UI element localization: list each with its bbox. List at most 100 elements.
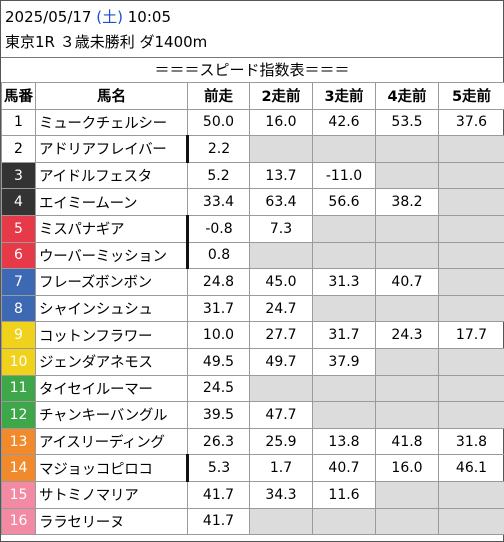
horse-name: ミスパナギア (35, 214, 188, 243)
speed-index-cell (375, 480, 439, 509)
speed-index-cell: 63.4 (249, 188, 313, 216)
speed-index-cell: 13.8 (312, 427, 376, 456)
table-row: 4 エイミームーン 33.4 63.4 56.6 38.2 (1, 188, 504, 216)
horse-number: 15 (1, 480, 36, 509)
speed-index-cell (438, 480, 504, 509)
speed-index-cell (438, 294, 504, 323)
table-row: 10 ジェンダアネモス 49.5 49.7 37.9 (1, 347, 504, 376)
speed-index-cell: 24.8 (187, 268, 250, 296)
speed-index-cell (312, 214, 376, 243)
speed-index-cell: 17.7 (438, 321, 504, 349)
horse-name: アドリアフレイバー (35, 135, 188, 163)
speed-index-cell: 40.7 (312, 454, 376, 482)
speed-index-cell (375, 294, 439, 323)
table-row: 14 マジョッコピロコ 5.3 1.7 40.7 16.0 46.1 (1, 454, 504, 482)
horse-number: 9 (1, 321, 36, 349)
speed-index-cell: 24.5 (187, 374, 250, 403)
speed-index-cell (312, 135, 376, 163)
speed-index-cell: 13.7 (249, 161, 313, 190)
speed-index-cell: 31.3 (312, 268, 376, 296)
speed-index-cell: 16.0 (375, 454, 439, 482)
table-row: 16 ララセリーヌ 41.7 (1, 507, 504, 536)
table-row: 12 チャンキーバングル 39.5 47.7 (1, 401, 504, 429)
speed-index-cell: 40.7 (375, 268, 439, 296)
table-row: 5 ミスパナギア -0.8 7.3 (1, 214, 504, 243)
horse-name: シャインシュシュ (35, 294, 188, 323)
table-row: 9 コットンフラワー 10.0 27.7 31.7 24.3 17.7 (1, 321, 504, 349)
speed-index-cell: 37.9 (312, 347, 376, 376)
speed-index-cell (438, 401, 504, 429)
speed-index-cell: 31.8 (438, 427, 504, 456)
horse-number: 2 (1, 135, 36, 163)
speed-index-cell: 0.8 (186, 241, 250, 270)
horse-number: 13 (1, 427, 36, 456)
column-header: 馬名 (35, 82, 188, 110)
speed-index-cell: 41.7 (187, 507, 250, 536)
horse-name: ララセリーヌ (35, 507, 188, 536)
speed-index-cell (375, 347, 439, 376)
speed-index-cell: 50.0 (187, 108, 250, 137)
speed-index-cell (249, 507, 313, 536)
column-header: 5走前 (438, 82, 504, 110)
speed-index-cell (438, 188, 504, 216)
horse-name: ジェンダアネモス (35, 347, 188, 376)
table-row: 2 アドリアフレイバー 2.2 (1, 135, 504, 163)
table-row: 7 フレーズボンボン 24.8 45.0 31.3 40.7 (1, 268, 504, 296)
horse-number: 7 (1, 268, 36, 296)
speed-index-cell: 7.3 (249, 214, 313, 243)
speed-index-cell (375, 374, 439, 403)
speed-index-cell: 5.3 (186, 454, 250, 482)
horse-number: 10 (1, 347, 36, 376)
column-header: 馬番 (1, 82, 36, 110)
speed-index-cell: 24.7 (249, 294, 313, 323)
speed-index-cell (375, 401, 439, 429)
table-row: 3 アイドルフェスタ 5.2 13.7 -11.0 (1, 161, 504, 190)
speed-index-cell: 31.7 (312, 321, 376, 349)
speed-index-cell (249, 374, 313, 403)
table-row: 1 ミュークチェルシー 50.0 16.0 42.6 53.5 37.6 (1, 108, 504, 137)
horse-number: 12 (1, 401, 36, 429)
speed-index-cell: 56.6 (312, 188, 376, 216)
horse-name: マジョッコピロコ (35, 454, 188, 482)
speed-index-cell (438, 161, 504, 190)
speed-index-cell (312, 241, 376, 270)
speed-index-cell: 49.5 (187, 347, 250, 376)
race-info: 東京1R ３歳未勝利 ダ1400m (5, 33, 208, 51)
table-row: 8 シャインシュシュ 31.7 24.7 (1, 294, 504, 323)
speed-index-cell: 39.5 (187, 401, 250, 429)
horse-number: 11 (1, 374, 36, 403)
column-header: 前走 (187, 82, 250, 110)
horse-number: 4 (1, 188, 36, 216)
column-header: 4走前 (375, 82, 439, 110)
speed-index-cell (438, 347, 504, 376)
horse-name: エイミームーン (35, 188, 188, 216)
table-banner: ＝＝＝スピード指数表＝＝＝ (1, 57, 503, 83)
table-row: 6 ウーバーミッション 0.8 (1, 241, 504, 270)
speed-index-cell: 42.6 (312, 108, 376, 137)
race-date: 2025/05/17 (5, 8, 92, 26)
speed-index-cell: 47.7 (249, 401, 313, 429)
speed-index-cell: 31.7 (187, 294, 250, 323)
speed-index-cell: 49.7 (249, 347, 313, 376)
speed-index-cell: 34.3 (249, 480, 313, 509)
speed-index-cell: 11.6 (312, 480, 376, 509)
table-row: 15 サトミノマリア 41.7 34.3 11.6 (1, 480, 504, 509)
speed-index-cell (312, 401, 376, 429)
header-row: 馬番 馬名 前走 2走前 3走前 4走前 5走前 (1, 82, 504, 110)
speed-index-cell (438, 268, 504, 296)
column-header: 3走前 (312, 82, 376, 110)
horse-name: ミュークチェルシー (35, 108, 188, 137)
horse-name: タイセイルーマー (35, 374, 188, 403)
speed-index-cell: 45.0 (249, 268, 313, 296)
speed-index-cell: 16.0 (249, 108, 313, 137)
speed-index-cell: 38.2 (375, 188, 439, 216)
speed-index-cell: 2.2 (186, 135, 250, 163)
table-row: 11 タイセイルーマー 24.5 (1, 374, 504, 403)
speed-index-cell (438, 507, 504, 536)
speed-index-cell: -0.8 (186, 214, 250, 243)
speed-index-cell: 37.6 (438, 108, 504, 137)
horse-name: フレーズボンボン (35, 268, 188, 296)
speed-index-cell (438, 135, 504, 163)
horse-number: 5 (1, 214, 36, 243)
